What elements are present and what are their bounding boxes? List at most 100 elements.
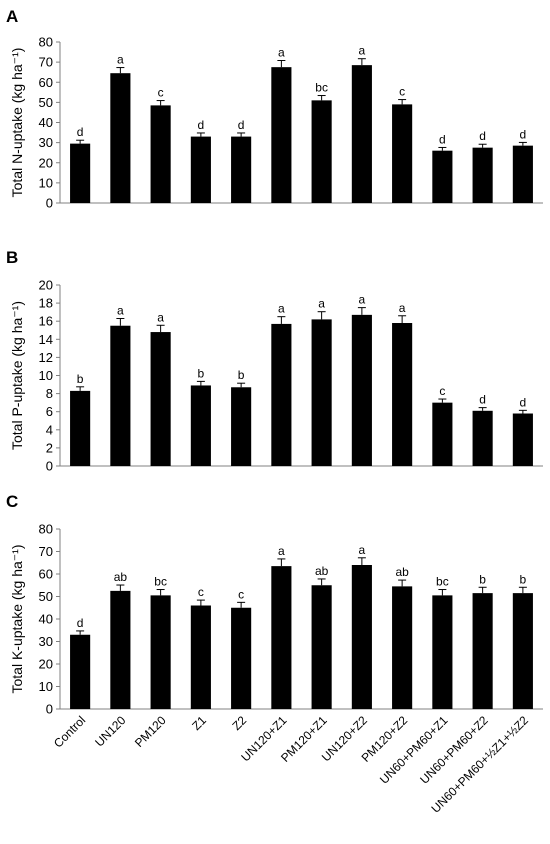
- bar: [432, 595, 453, 709]
- bar: [311, 319, 332, 466]
- bar: [150, 332, 171, 466]
- significance-letter: d: [77, 616, 84, 630]
- y-tick-label: 30: [39, 135, 53, 150]
- significance-letter: b: [520, 572, 527, 586]
- bar: [472, 593, 493, 709]
- significance-letter: a: [359, 293, 366, 307]
- y-tick-label: 4: [46, 422, 53, 437]
- significance-letter: b: [479, 572, 486, 586]
- y-tick-label: 8: [46, 386, 53, 401]
- y-tick-label: 0: [46, 459, 53, 474]
- x-category-label: PM120: [132, 713, 169, 750]
- significance-letter: bc: [154, 575, 167, 589]
- bar: [70, 143, 91, 203]
- bar: [351, 65, 372, 203]
- bar: [512, 145, 533, 203]
- x-category-label: UN60+PM60+Z1: [377, 713, 451, 787]
- bar: [392, 586, 413, 709]
- significance-letter: a: [278, 46, 285, 60]
- significance-letter: ab: [315, 564, 329, 578]
- significance-letter: d: [439, 132, 446, 146]
- y-tick-label: 20: [39, 155, 53, 170]
- significance-letter: a: [157, 310, 164, 324]
- y-tick-label: 50: [39, 95, 53, 110]
- y-tick-label: 18: [39, 296, 53, 311]
- significance-letter: c: [439, 384, 445, 398]
- significance-letter: c: [198, 585, 204, 599]
- significance-letter: a: [359, 44, 366, 58]
- bar: [472, 410, 493, 466]
- y-tick-label: 60: [39, 75, 53, 90]
- y-tick-label: 10: [39, 368, 53, 383]
- y-axis-label: Total N-uptake (kg ha⁻¹): [9, 48, 25, 198]
- significance-letter: d: [479, 129, 486, 143]
- bar: [432, 402, 453, 466]
- panel-letter: B: [6, 248, 18, 267]
- x-category-label: Z2: [229, 713, 249, 733]
- y-axis-label: Total K-uptake (kg ha⁻¹): [9, 544, 25, 693]
- bar: [271, 323, 292, 466]
- panel-a: A Total N-uptake (kg ha⁻¹) 0 10 20 30 40 50 60 70…: [6, 7, 543, 211]
- bar: [351, 565, 372, 709]
- y-tick-label: 0: [46, 702, 53, 717]
- bar: [190, 605, 211, 709]
- bar: [190, 136, 211, 203]
- y-tick-label: 70: [39, 55, 53, 70]
- bar: [150, 105, 171, 203]
- significance-letter: a: [318, 297, 325, 311]
- y-tick-label: 0: [46, 196, 53, 211]
- panel-b: B Total P-uptake (kg ha⁻¹) 0 2 4 6 8 10 12 14 16 18…: [6, 248, 543, 474]
- bar: [311, 100, 332, 203]
- panel-letter: C: [6, 492, 18, 511]
- significance-letter: a: [117, 303, 124, 317]
- significance-letter: a: [399, 301, 406, 315]
- bar: [231, 387, 252, 466]
- y-tick-label: 60: [39, 567, 53, 582]
- significance-letter: b: [77, 372, 84, 386]
- y-tick-label: 80: [39, 35, 53, 50]
- significance-letter: bc: [436, 575, 449, 589]
- panel-c: C Total K-uptake (kg ha⁻¹) 0 10 20 30 40 50 60 70…: [6, 492, 543, 717]
- bar: [110, 325, 131, 466]
- bar: [231, 607, 252, 709]
- significance-letter: c: [158, 86, 164, 100]
- y-tick-label: 10: [39, 175, 53, 190]
- significance-letter: c: [399, 85, 405, 99]
- y-tick-label: 40: [39, 612, 53, 627]
- significance-letter: d: [520, 127, 527, 141]
- significance-letter: a: [278, 544, 285, 558]
- y-axis-label: Total P-uptake (kg ha⁻¹): [9, 301, 25, 450]
- y-tick-label: 30: [39, 634, 53, 649]
- significance-letter: d: [520, 395, 527, 409]
- significance-letter: d: [77, 125, 84, 139]
- y-tick-label: 40: [39, 115, 53, 130]
- y-tick-label: 20: [39, 657, 53, 672]
- y-tick-label: 2: [46, 440, 53, 455]
- x-category-label: Control: [51, 713, 88, 750]
- bar: [190, 385, 211, 466]
- significance-letter: b: [238, 368, 245, 382]
- bar: [110, 590, 131, 709]
- bar: [512, 413, 533, 466]
- y-tick-label: 80: [39, 522, 53, 537]
- significance-letter: bc: [315, 81, 328, 95]
- bar: [271, 67, 292, 203]
- y-tick-label: 12: [39, 350, 53, 365]
- y-tick-label: 70: [39, 544, 53, 559]
- y-tick-label: 10: [39, 679, 53, 694]
- significance-letter: a: [278, 302, 285, 316]
- x-category-label: UN120: [92, 713, 129, 750]
- bar: [70, 634, 91, 709]
- bar: [311, 585, 332, 709]
- significance-letter: d: [238, 118, 245, 132]
- significance-letter: d: [198, 118, 205, 132]
- y-tick-label: 14: [39, 332, 53, 347]
- y-tick-label: 20: [39, 278, 53, 293]
- significance-letter: b: [198, 366, 205, 380]
- x-category-label: Z1: [189, 713, 209, 733]
- bar: [150, 595, 171, 709]
- bar: [392, 104, 413, 203]
- x-category-labels: Control UN120 PM120 Z1 Z2UN120+Z1PM120+Z1UN1…: [51, 713, 531, 816]
